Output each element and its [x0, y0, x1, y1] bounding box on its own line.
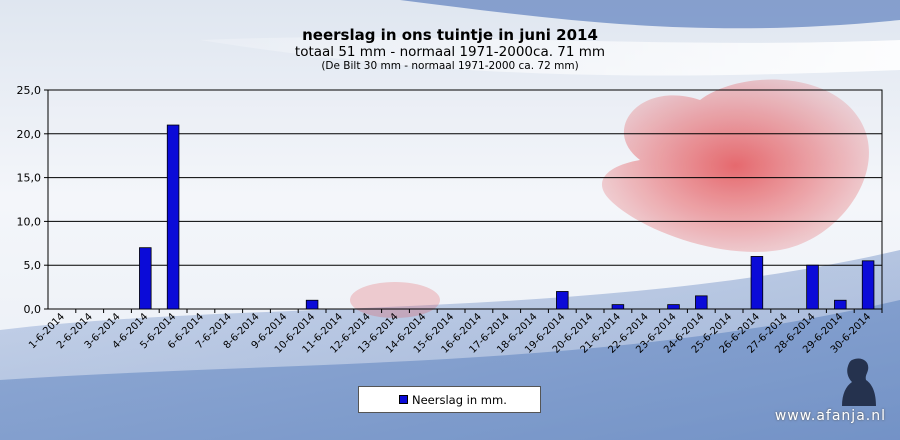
y-tick-label: 5,0	[24, 259, 42, 272]
legend-swatch	[399, 395, 408, 404]
profile-silhouette-icon	[842, 358, 876, 406]
bar	[556, 291, 569, 310]
y-tick-label: 20,0	[17, 128, 42, 141]
y-tick-label: 15,0	[17, 172, 42, 185]
bar	[861, 260, 875, 310]
site-watermark: www.afanja.nl	[774, 408, 886, 424]
bar	[305, 299, 319, 310]
plot-area	[47, 89, 883, 310]
chart-subtitle: totaal 51 mm - normaal 1971-2000ca. 71 m…	[294, 44, 606, 60]
bar	[166, 124, 180, 310]
bar	[139, 247, 152, 310]
bar	[611, 304, 625, 310]
bar	[750, 256, 764, 310]
chart-note: (De Bilt 30 mm - normaal 1971-2000 ca. 7…	[321, 60, 579, 72]
chart-title: neerslag in ons tuintje in juni 2014	[302, 26, 598, 44]
legend-label: Neerslag in mm.	[412, 392, 507, 407]
y-tick-label: 0,0	[24, 303, 42, 316]
bar	[834, 299, 847, 310]
y-tick-label: 10,0	[17, 215, 42, 228]
bar	[667, 304, 680, 310]
chart-legend: Neerslag in mm.	[358, 386, 541, 413]
bar	[695, 295, 708, 310]
bar	[806, 264, 819, 310]
y-tick-label: 25,0	[17, 84, 42, 97]
